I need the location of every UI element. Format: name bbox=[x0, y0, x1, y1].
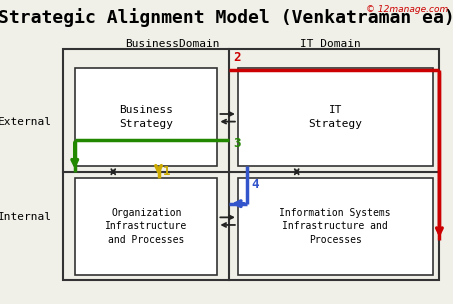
Bar bbox=[238, 68, 433, 166]
Bar bbox=[75, 68, 217, 166]
Text: Strategic Alignment Model (Venkatraman ea): Strategic Alignment Model (Venkatraman e… bbox=[0, 8, 453, 26]
Text: IT Domain: IT Domain bbox=[300, 39, 361, 49]
Text: © 12manage.com: © 12manage.com bbox=[366, 5, 448, 14]
Text: IT
Strategy: IT Strategy bbox=[308, 105, 362, 129]
Text: Internal: Internal bbox=[0, 212, 52, 222]
Text: 2: 2 bbox=[233, 51, 241, 64]
Text: BusinessDomain: BusinessDomain bbox=[125, 39, 219, 49]
Text: 3: 3 bbox=[233, 137, 241, 150]
Text: 1: 1 bbox=[163, 165, 171, 178]
Text: External: External bbox=[0, 117, 52, 126]
Text: Business
Strategy: Business Strategy bbox=[119, 105, 173, 129]
Bar bbox=[238, 178, 433, 275]
Text: 4: 4 bbox=[251, 178, 259, 192]
Bar bbox=[75, 178, 217, 275]
Text: Information Systems
Infrastructure and
Processes: Information Systems Infrastructure and P… bbox=[280, 208, 391, 245]
Text: Organization
Infrastructure
and Processes: Organization Infrastructure and Processe… bbox=[105, 208, 188, 245]
Bar bbox=[63, 49, 439, 280]
